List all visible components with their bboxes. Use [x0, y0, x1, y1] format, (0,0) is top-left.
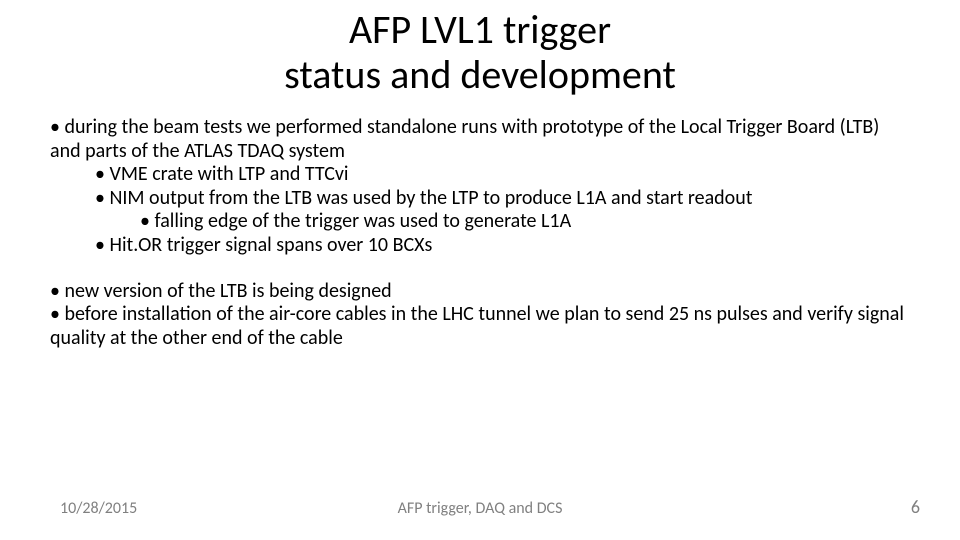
bullet-1-2: • NIM output from the LTB was used by th… [95, 187, 910, 211]
footer-page-number: 6 [911, 496, 920, 518]
title-line-1: AFP LVL1 trigger [349, 5, 611, 54]
bullet-1-1: • VME crate with LTP and TTCvi [95, 163, 910, 187]
slide: AFP LVL1 trigger status and development … [0, 0, 960, 540]
slide-body: • during the beam tests we performed sta… [50, 116, 910, 350]
bullet-1-3: • Hit.OR trigger signal spans over 10 BC… [95, 234, 910, 258]
title-line-2: status and development [284, 50, 676, 99]
slide-title: AFP LVL1 trigger status and development [0, 8, 960, 98]
bullet-2: • new version of the LTB is being design… [50, 280, 910, 304]
bullet-1-2-1: • falling edge of the trigger was used t… [140, 210, 910, 234]
bullet-1: • during the beam tests we performed sta… [50, 116, 910, 163]
footer-center: AFP trigger, DAQ and DCS [0, 499, 960, 518]
bullet-3: • before installation of the air-core ca… [50, 303, 910, 350]
